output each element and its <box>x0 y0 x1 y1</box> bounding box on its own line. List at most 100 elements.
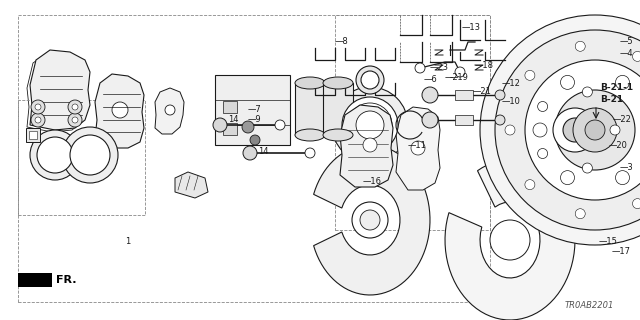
Bar <box>455 115 473 125</box>
Circle shape <box>422 112 438 128</box>
Text: —8: —8 <box>335 37 349 46</box>
Circle shape <box>31 113 45 127</box>
Circle shape <box>561 76 575 89</box>
Circle shape <box>533 123 547 137</box>
Polygon shape <box>18 273 52 287</box>
Text: —5: —5 <box>620 37 634 46</box>
Bar <box>215 75 290 145</box>
Circle shape <box>275 120 285 130</box>
Bar <box>323 83 353 135</box>
Text: 14: 14 <box>258 148 269 156</box>
Polygon shape <box>27 53 87 132</box>
Polygon shape <box>445 160 575 320</box>
Circle shape <box>361 71 379 89</box>
Text: —10: —10 <box>502 98 521 107</box>
Polygon shape <box>314 145 430 295</box>
Text: —17: —17 <box>612 247 631 257</box>
Ellipse shape <box>323 77 353 89</box>
Text: —22: —22 <box>613 116 632 124</box>
Text: —9: —9 <box>248 116 262 124</box>
Bar <box>223 123 237 135</box>
Polygon shape <box>340 105 393 187</box>
Text: —18: —18 <box>475 60 494 69</box>
Circle shape <box>35 104 41 110</box>
Ellipse shape <box>295 129 325 141</box>
Circle shape <box>540 95 610 165</box>
Circle shape <box>242 121 254 133</box>
Text: FR.: FR. <box>56 275 77 285</box>
Circle shape <box>563 118 587 142</box>
Circle shape <box>610 125 620 135</box>
Circle shape <box>555 90 635 170</box>
Text: —12: —12 <box>502 78 521 87</box>
Circle shape <box>352 202 388 238</box>
Circle shape <box>243 146 257 160</box>
Circle shape <box>68 100 82 114</box>
Circle shape <box>575 209 585 219</box>
Text: —7: —7 <box>248 106 262 115</box>
Circle shape <box>31 100 45 114</box>
Circle shape <box>616 76 630 89</box>
Circle shape <box>525 60 640 200</box>
Circle shape <box>72 117 78 123</box>
Text: 14: 14 <box>228 116 239 124</box>
Polygon shape <box>175 172 208 198</box>
Circle shape <box>415 63 425 73</box>
Circle shape <box>411 141 425 155</box>
Bar <box>29 131 37 139</box>
Circle shape <box>505 125 515 135</box>
Circle shape <box>72 104 78 110</box>
Polygon shape <box>95 74 144 148</box>
Bar <box>223 101 237 113</box>
Circle shape <box>112 102 128 118</box>
Circle shape <box>35 117 41 123</box>
Text: —4: —4 <box>620 49 634 58</box>
Polygon shape <box>30 50 90 130</box>
Text: —23: —23 <box>430 63 449 73</box>
Text: B-21-1: B-21-1 <box>600 84 633 92</box>
Circle shape <box>62 127 118 183</box>
Polygon shape <box>396 107 440 190</box>
Circle shape <box>165 105 175 115</box>
Circle shape <box>616 171 630 185</box>
Polygon shape <box>155 88 184 134</box>
Circle shape <box>30 130 80 180</box>
Circle shape <box>561 171 575 185</box>
Circle shape <box>495 30 640 230</box>
Circle shape <box>575 41 585 51</box>
Circle shape <box>356 111 384 139</box>
Circle shape <box>585 120 605 140</box>
Circle shape <box>495 115 505 125</box>
Circle shape <box>332 87 408 163</box>
Circle shape <box>250 135 260 145</box>
Text: —21: —21 <box>473 86 492 95</box>
Circle shape <box>360 210 380 230</box>
Circle shape <box>525 180 535 190</box>
Text: —20: —20 <box>609 140 628 149</box>
Circle shape <box>495 90 505 100</box>
Text: —6: —6 <box>424 76 438 84</box>
Circle shape <box>490 220 530 260</box>
Bar <box>26 128 40 142</box>
Circle shape <box>70 135 110 175</box>
Circle shape <box>525 70 535 80</box>
Text: —11: —11 <box>408 140 427 149</box>
Text: —16: —16 <box>363 178 382 187</box>
Circle shape <box>342 97 398 153</box>
Circle shape <box>68 113 82 127</box>
Bar <box>455 90 473 100</box>
Circle shape <box>538 101 548 111</box>
Text: 1: 1 <box>125 237 131 246</box>
Circle shape <box>538 148 548 158</box>
Circle shape <box>455 67 465 77</box>
Ellipse shape <box>323 129 353 141</box>
Circle shape <box>213 118 227 132</box>
Circle shape <box>348 103 392 147</box>
Text: —19: —19 <box>450 73 469 82</box>
Circle shape <box>582 87 593 97</box>
Bar <box>295 83 325 135</box>
Text: —2: —2 <box>445 74 459 83</box>
Circle shape <box>573 108 617 152</box>
Circle shape <box>422 87 438 103</box>
Circle shape <box>553 108 597 152</box>
